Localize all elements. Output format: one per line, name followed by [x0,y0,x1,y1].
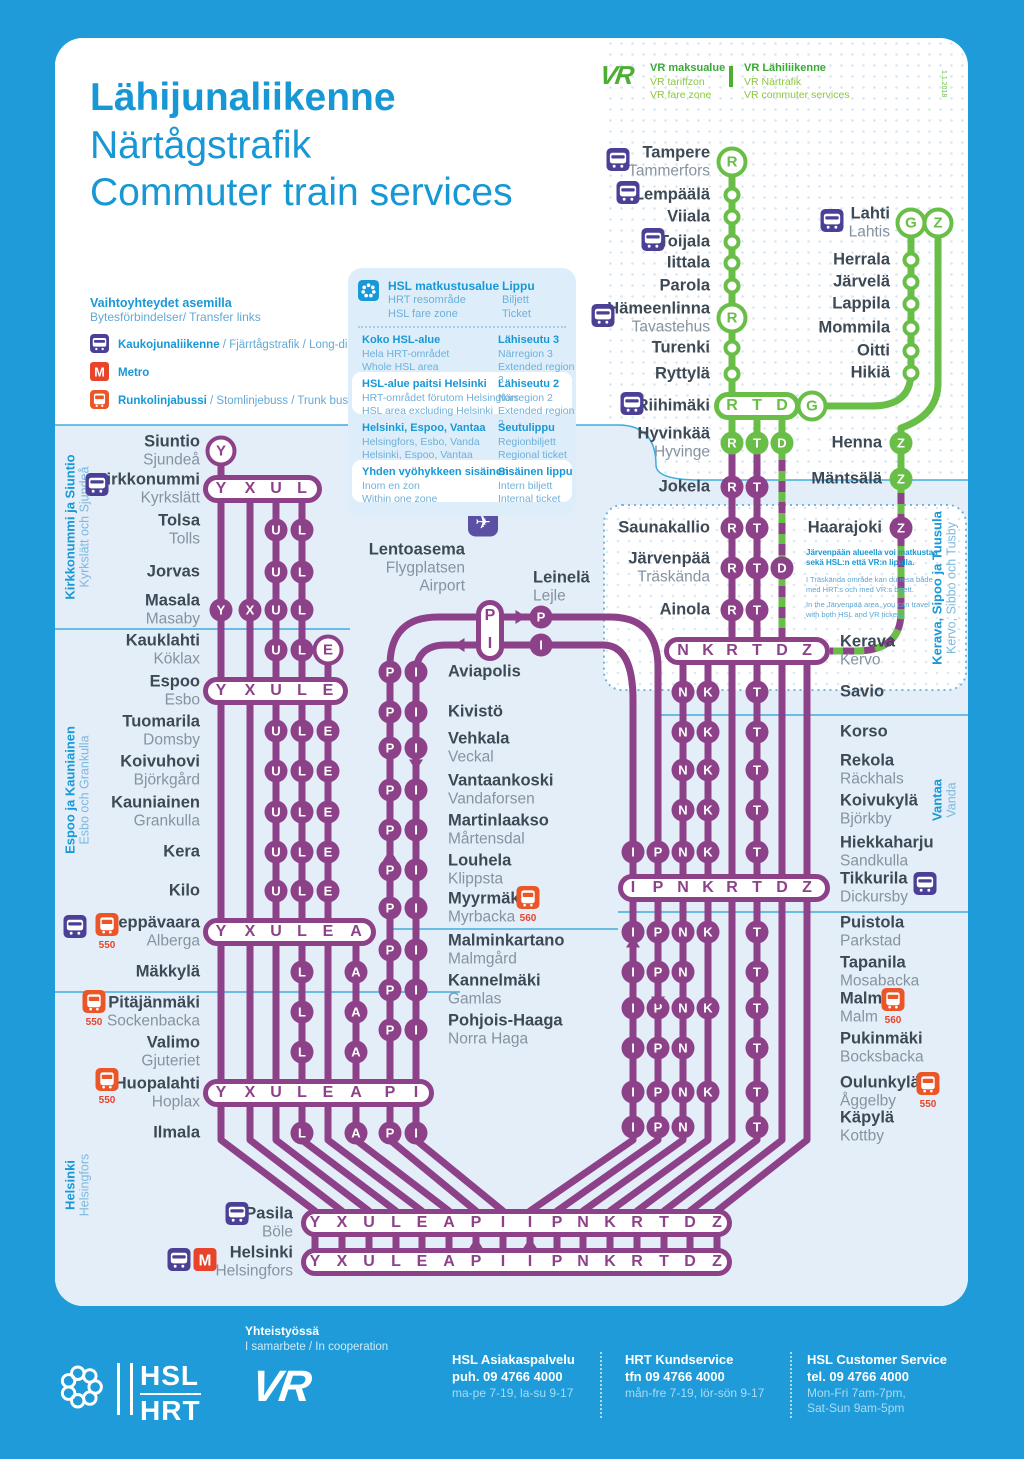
cooperation-label: Yhteistyössä I samarbete / In cooperatio… [245,1324,389,1353]
vr-legend-divider [729,66,733,87]
metro-icon [90,362,109,381]
transfer-legend: Vaihtoyhteydet asemilla Bytesförbindelse… [90,296,413,409]
note-en: In the Järvenpää area, you can travel [806,600,930,610]
fare-row-text: Yhden vyöhykkeen sisäinen Inom en zon With… [362,466,509,505]
vr-legend: VR VR maksualue VR tariffzon VR fare zone … [597,60,850,101]
fare-row-text: Koko HSL-alue Hela HRT-området Whole HSL a… [362,334,450,373]
legend-label: Kaukojunaliikenne [118,338,220,351]
note-fi: sekä HSL:n että VR:n lipulla. [806,558,915,568]
legend-label-rest: / Stomlinjebuss / Trunk bus route [206,394,378,407]
fare-row-text: Lähiseutu 2 Närregion 2 Extended region 2 [498,378,575,430]
fare-header-left: HSL matkustusalue HRT resområde HSL fare… [388,279,500,320]
vr-footer-logo: VR [248,1362,313,1411]
line-G-green [820,226,915,410]
line-P-ring [386,613,662,1270]
line-X [246,489,346,1270]
vr-fare-zone-label: VR maksualue VR tariffzon VR fare zone [650,62,726,101]
hsl-flower-logo [56,1362,106,1412]
line-A [352,932,453,1270]
long-distance-train-icon [90,334,109,353]
footer-separator [600,1352,602,1418]
vr-commuter-label: VR Lähiliikenne VR Närtrafik VR commuter s… [744,62,850,101]
hsl-logo-text-top: HSL [140,1360,199,1391]
hsl-hrt-logo: HSL HRT [140,1362,201,1425]
fare-divider [358,326,566,328]
legend-row-trunk-bus: Runkolinjabussi / Stomlinjebuss / Trunk … [90,390,413,409]
note-en: with both HSL and VR tickets. [806,610,905,620]
fare-row-stripe [352,372,572,414]
footer-contact-1: HRT Kundservice tfn 09 4766 4000 mån-fre 7… [625,1352,765,1400]
vr-logo: VR [597,60,635,90]
title-en: Commuter train services [90,171,513,215]
fare-row-text: Helsinki, Espoo, Vantaa Helsingfors, Esbo… [362,422,486,461]
hsl-fare-icon [358,280,379,301]
hsl-logo-text-bottom: HRT [140,1393,201,1426]
hsl-boundary [55,424,968,481]
fare-header-right: Lippu Biljett Ticket [502,279,535,320]
footer-contact-0: HSL Asiakaspalvelu puh. 09 4766 4000 ma-pe… [452,1352,575,1400]
jarvenpaa-ticket-note: Järvenpään alueella voi matkustaa sekä HS… [806,548,966,626]
fare-zone-box: HSL matkustusalue HRT resområde HSL fare… [348,268,576,516]
poster-title: Lähijunaliikenne Närtågstrafik Commuter … [90,74,513,217]
trunk-bus-icon [90,390,109,409]
fare-row-text: Seutulippu Regionbiljett Regional ticket [498,422,567,461]
title-sv: Närtågstrafik [90,123,312,167]
legend-label: Metro [118,366,150,379]
line-Z-dashed [830,483,905,655]
transfer-legend-subtitle: Bytesförbindelser/ Transfer links [90,310,261,324]
note-sv: I Träskända område kan du resa både [806,574,933,584]
fare-row-text: Lähiseutu 3 Närregion 3 Extended region 3 [498,334,575,386]
fare-row-text: Sisäinen lippu Intern biljett Internal tic… [498,466,573,505]
line-R-south [633,448,736,1270]
footer-contact-2: HSL Customer Service tel. 09 4766 4000 Mon… [807,1352,947,1416]
legend-row-metro: Metro [90,362,413,381]
note-sv: med HRT:s och med VR:s biljett. [806,584,914,594]
fare-row-stripe [352,460,572,502]
transfer-legend-title: Vaihtoyhteydet asemilla [90,296,232,310]
line-D-south [686,448,786,1270]
date-stamp: 1.1.2018 [940,70,947,98]
footer-separator [790,1352,792,1418]
legend-label: Runkolinjabussi [118,394,207,407]
hsl-logo-bars [117,1363,133,1415]
line-T-south [660,448,761,1270]
fare-row-text: HSL-alue paitsi Helsinki HRT-området föru… [362,378,519,417]
line-Z-north-green [897,226,942,481]
title-fi: Lähijunaliikenne [90,76,396,119]
line-Y [217,461,319,1270]
note-fi: Järvenpään alueella voi matkustaa [806,548,938,557]
